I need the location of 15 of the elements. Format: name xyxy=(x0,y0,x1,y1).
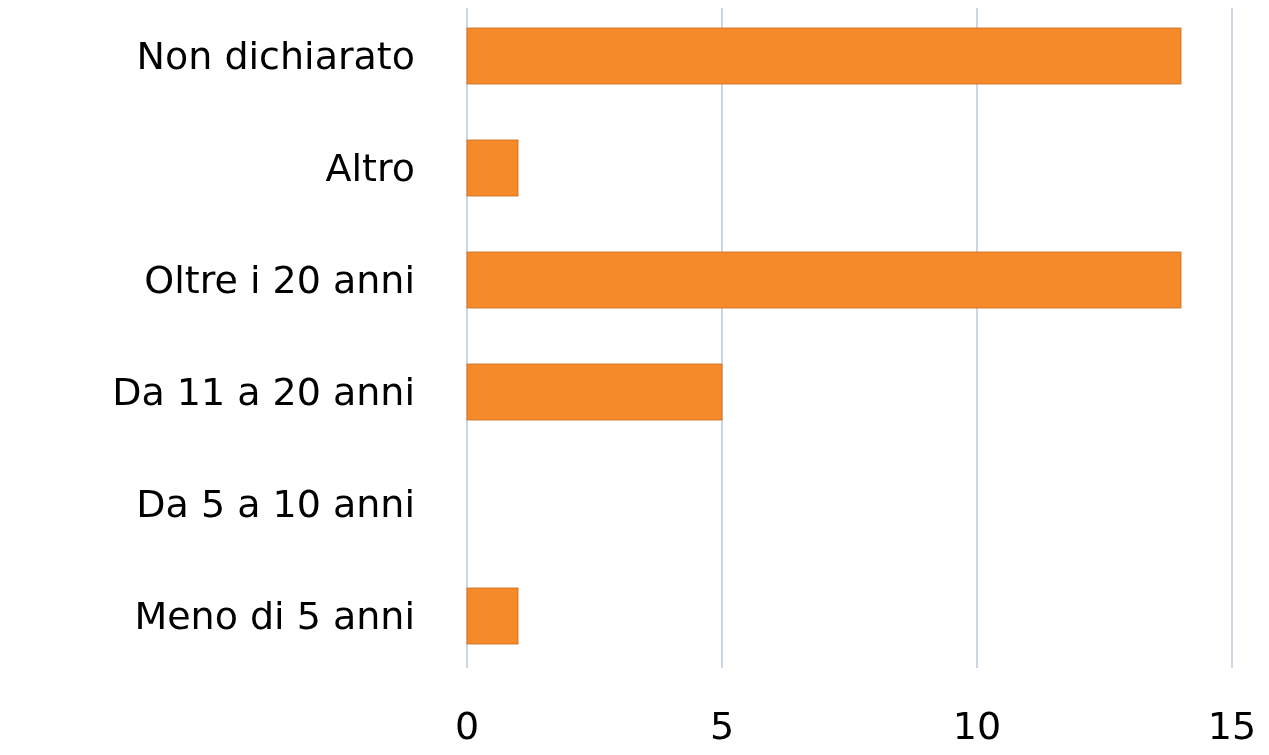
bar xyxy=(466,363,723,421)
bar xyxy=(466,587,519,645)
x-tick-label: 15 xyxy=(1207,704,1257,748)
bar xyxy=(466,251,1182,309)
y-tick-label: Da 11 a 20 anni xyxy=(112,370,415,415)
y-tick-label: Oltre i 20 anni xyxy=(144,258,415,303)
y-tick-label: Meno di 5 anni xyxy=(134,594,415,639)
x-tick-label: 5 xyxy=(709,704,735,748)
bar xyxy=(466,139,519,197)
x-tick-label: 0 xyxy=(454,704,480,748)
y-tick-label: Da 5 a 10 anni xyxy=(136,482,415,527)
y-tick-label: Non dichiarato xyxy=(136,34,415,79)
bar xyxy=(466,27,1182,85)
x-tick-label: 10 xyxy=(952,704,1002,748)
y-tick-label: Altro xyxy=(325,146,415,191)
